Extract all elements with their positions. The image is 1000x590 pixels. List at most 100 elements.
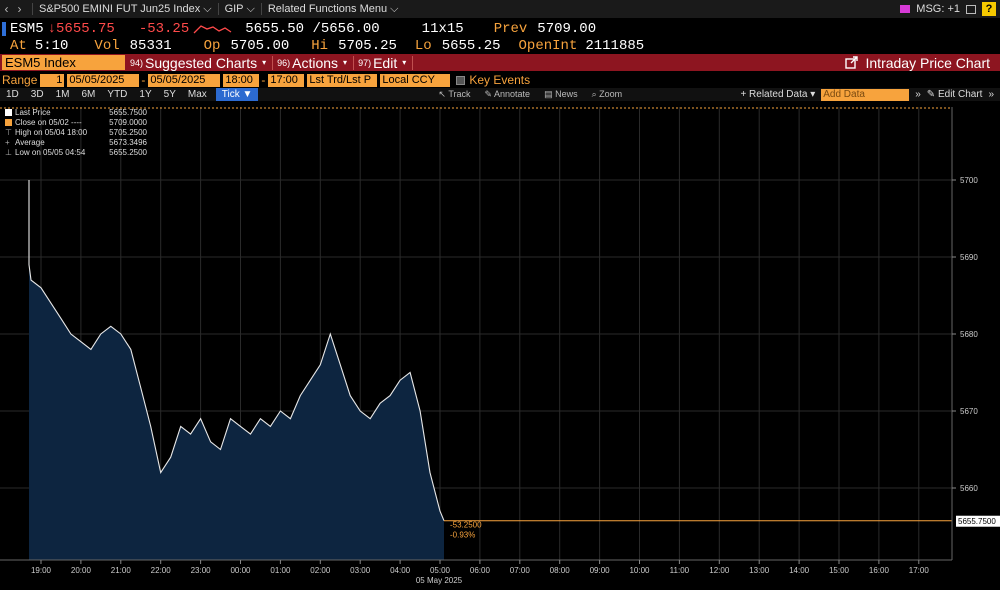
related-functions-label: Related Functions Menu xyxy=(267,3,388,15)
start-date-input[interactable]: 05/05/2025 xyxy=(67,73,140,87)
end-date-input[interactable]: 05/05/2025 xyxy=(148,73,221,87)
key-events-label: Key Events xyxy=(469,73,531,87)
quote-stats-row: At 5:10 Vol 85331 Op 5705.00 Hi 5705.25 … xyxy=(0,37,1000,54)
divider xyxy=(353,55,355,70)
more-icon[interactable]: » xyxy=(988,89,994,100)
news-tool[interactable]: ▤ News xyxy=(544,89,578,100)
prev-label: Prev xyxy=(493,20,528,37)
edit-number: 97) xyxy=(358,57,372,68)
chevron-down-icon: ⌵ xyxy=(390,2,399,15)
end-time-input[interactable]: 17:00 xyxy=(268,73,305,87)
prev-value: 5709.00 xyxy=(537,20,597,37)
ticker-input[interactable]: ESM5 Index xyxy=(2,55,125,70)
x-tick-label: 17:00 xyxy=(909,566,930,575)
zoom-tool[interactable]: ⌕ Zoom xyxy=(592,89,623,100)
related-functions-menu[interactable]: Related Functions Menu ⌵ xyxy=(268,3,399,16)
bid-ask-size: 11x15 xyxy=(421,20,464,37)
x-tick-label: 13:00 xyxy=(749,566,770,575)
x-tick-label: 04:00 xyxy=(390,566,411,575)
actions-label: Actions xyxy=(292,54,339,71)
chart-legend: Last Price 5655.7500 Close on 05/02 ----… xyxy=(5,108,147,158)
caret-down-icon: ▾ xyxy=(343,58,348,67)
x-tick-label: 23:00 xyxy=(191,566,212,575)
collapse-icon[interactable]: » xyxy=(915,89,921,100)
legend-label: Last Price xyxy=(15,108,51,117)
message-icon[interactable] xyxy=(900,5,911,13)
intraday-price-chart-title[interactable]: Intraday Price Chart xyxy=(844,54,1000,71)
legend-item-average: + Average 5673.3496 xyxy=(5,138,147,148)
open-interest-label: OpenInt xyxy=(518,37,578,54)
news-label: News xyxy=(555,89,578,99)
window-icon[interactable] xyxy=(966,4,976,14)
period-1d[interactable]: 1D xyxy=(6,89,19,100)
pct-change-annotation: -0.93% xyxy=(450,531,475,540)
pencil-icon: ✎ xyxy=(926,89,938,100)
track-tool[interactable]: ↖ Track xyxy=(438,89,470,100)
sparkline-icon xyxy=(193,24,232,33)
bid-ask: 5655.50 /5656.00 xyxy=(245,20,380,37)
divider xyxy=(272,55,274,70)
edit-chart-button[interactable]: ✎ Edit Chart xyxy=(927,89,983,100)
period-3d[interactable]: 3D xyxy=(30,89,44,100)
period-max[interactable]: Max xyxy=(187,89,207,100)
down-arrow-icon: ↓ xyxy=(47,20,57,37)
range-bar: Range 1 05/05/2025 - 05/05/2025 18:00 - … xyxy=(0,72,1000,88)
ticker: ESM5 xyxy=(10,20,44,37)
security-title-label: S&P500 EMINI FUT Jun25 Index xyxy=(39,3,201,15)
suggested-charts-button[interactable]: 94) Suggested Charts ▾ xyxy=(130,55,266,71)
y-tick-label: 5690 xyxy=(960,253,978,262)
key-events-checkbox[interactable] xyxy=(456,75,466,85)
start-time-input[interactable]: 18:00 xyxy=(223,73,260,87)
back-icon[interactable]: ‹ xyxy=(4,2,9,16)
period-1m[interactable]: 1M xyxy=(55,89,70,100)
x-tick-label: 15:00 xyxy=(829,566,850,575)
y-tick-label: 5660 xyxy=(960,484,978,493)
tick-selector[interactable]: Tick ▼ xyxy=(215,88,259,101)
range-input[interactable]: 1 xyxy=(40,73,65,87)
x-tick-label: 11:00 xyxy=(670,566,690,575)
x-tick-label: 01:00 xyxy=(270,566,291,575)
intraday-title-label: Intraday Price Chart xyxy=(865,54,991,71)
zoom-icon: ⌕ xyxy=(591,89,600,99)
divider xyxy=(412,55,414,70)
last-price-box xyxy=(956,515,1000,527)
divider xyxy=(260,3,262,15)
legend-swatch xyxy=(5,119,12,127)
period-5y[interactable]: 5Y xyxy=(163,89,176,100)
source-menu[interactable]: GIP ⌵ xyxy=(225,3,255,16)
intraday-chart[interactable]: -53.2500-0.93% 5660 5670 5680 5690 5700 5655.7… xyxy=(0,101,1000,590)
period-1y[interactable]: 1Y xyxy=(139,89,152,100)
x-tick-label: 02:00 xyxy=(310,566,331,575)
message-count[interactable]: MSG: +1 xyxy=(916,3,960,15)
forward-icon[interactable]: › xyxy=(17,2,22,16)
period-ytd[interactable]: YTD xyxy=(107,89,128,100)
related-data-button[interactable]: + Related Data ▾ xyxy=(740,89,816,100)
edit-chart-label: Edit Chart xyxy=(937,89,983,100)
security-title[interactable]: S&P500 EMINI FUT Jun25 Index ⌵ xyxy=(39,3,212,16)
legend-item-low: ⊥ Low on 05/05 04:54 5655.2500 xyxy=(5,148,147,158)
at-time: 5:10 xyxy=(34,37,69,54)
track-label: Track xyxy=(448,89,471,99)
actions-button[interactable]: 96) Actions ▾ xyxy=(277,55,347,71)
divider xyxy=(217,3,219,15)
add-data-input[interactable]: Add Data xyxy=(821,88,910,101)
help-button[interactable]: ? xyxy=(982,2,996,16)
legend-item-close: Close on 05/02 ---- 5709.0000 xyxy=(5,118,147,128)
x-tick-label: 05:00 xyxy=(430,566,451,575)
x-tick-label: 00:00 xyxy=(230,566,251,575)
edit-button[interactable]: 97) Edit ▾ xyxy=(358,55,406,71)
y-tick-label: 5670 xyxy=(960,407,978,416)
annotate-tool[interactable]: ✎ Annotate xyxy=(484,89,530,100)
legend-item-last-price: Last Price 5655.7500 xyxy=(5,108,147,118)
chevron-down-icon: ⌵ xyxy=(246,2,255,15)
currency-select[interactable]: Local CCY xyxy=(380,73,451,87)
price-field-select[interactable]: Lst Trd/Lst P xyxy=(307,73,378,87)
x-tick-label: 21:00 xyxy=(111,566,132,575)
cursor-icon: ↖ xyxy=(438,89,449,99)
legend-label: High on 05/04 18:00 xyxy=(15,128,88,137)
period-6m[interactable]: 6M xyxy=(81,89,96,100)
open-label: Op xyxy=(203,37,221,54)
low-marker-icon: ⊥ xyxy=(5,148,12,157)
x-tick-label: 07:00 xyxy=(510,566,531,575)
news-icon: ▤ xyxy=(544,89,556,99)
